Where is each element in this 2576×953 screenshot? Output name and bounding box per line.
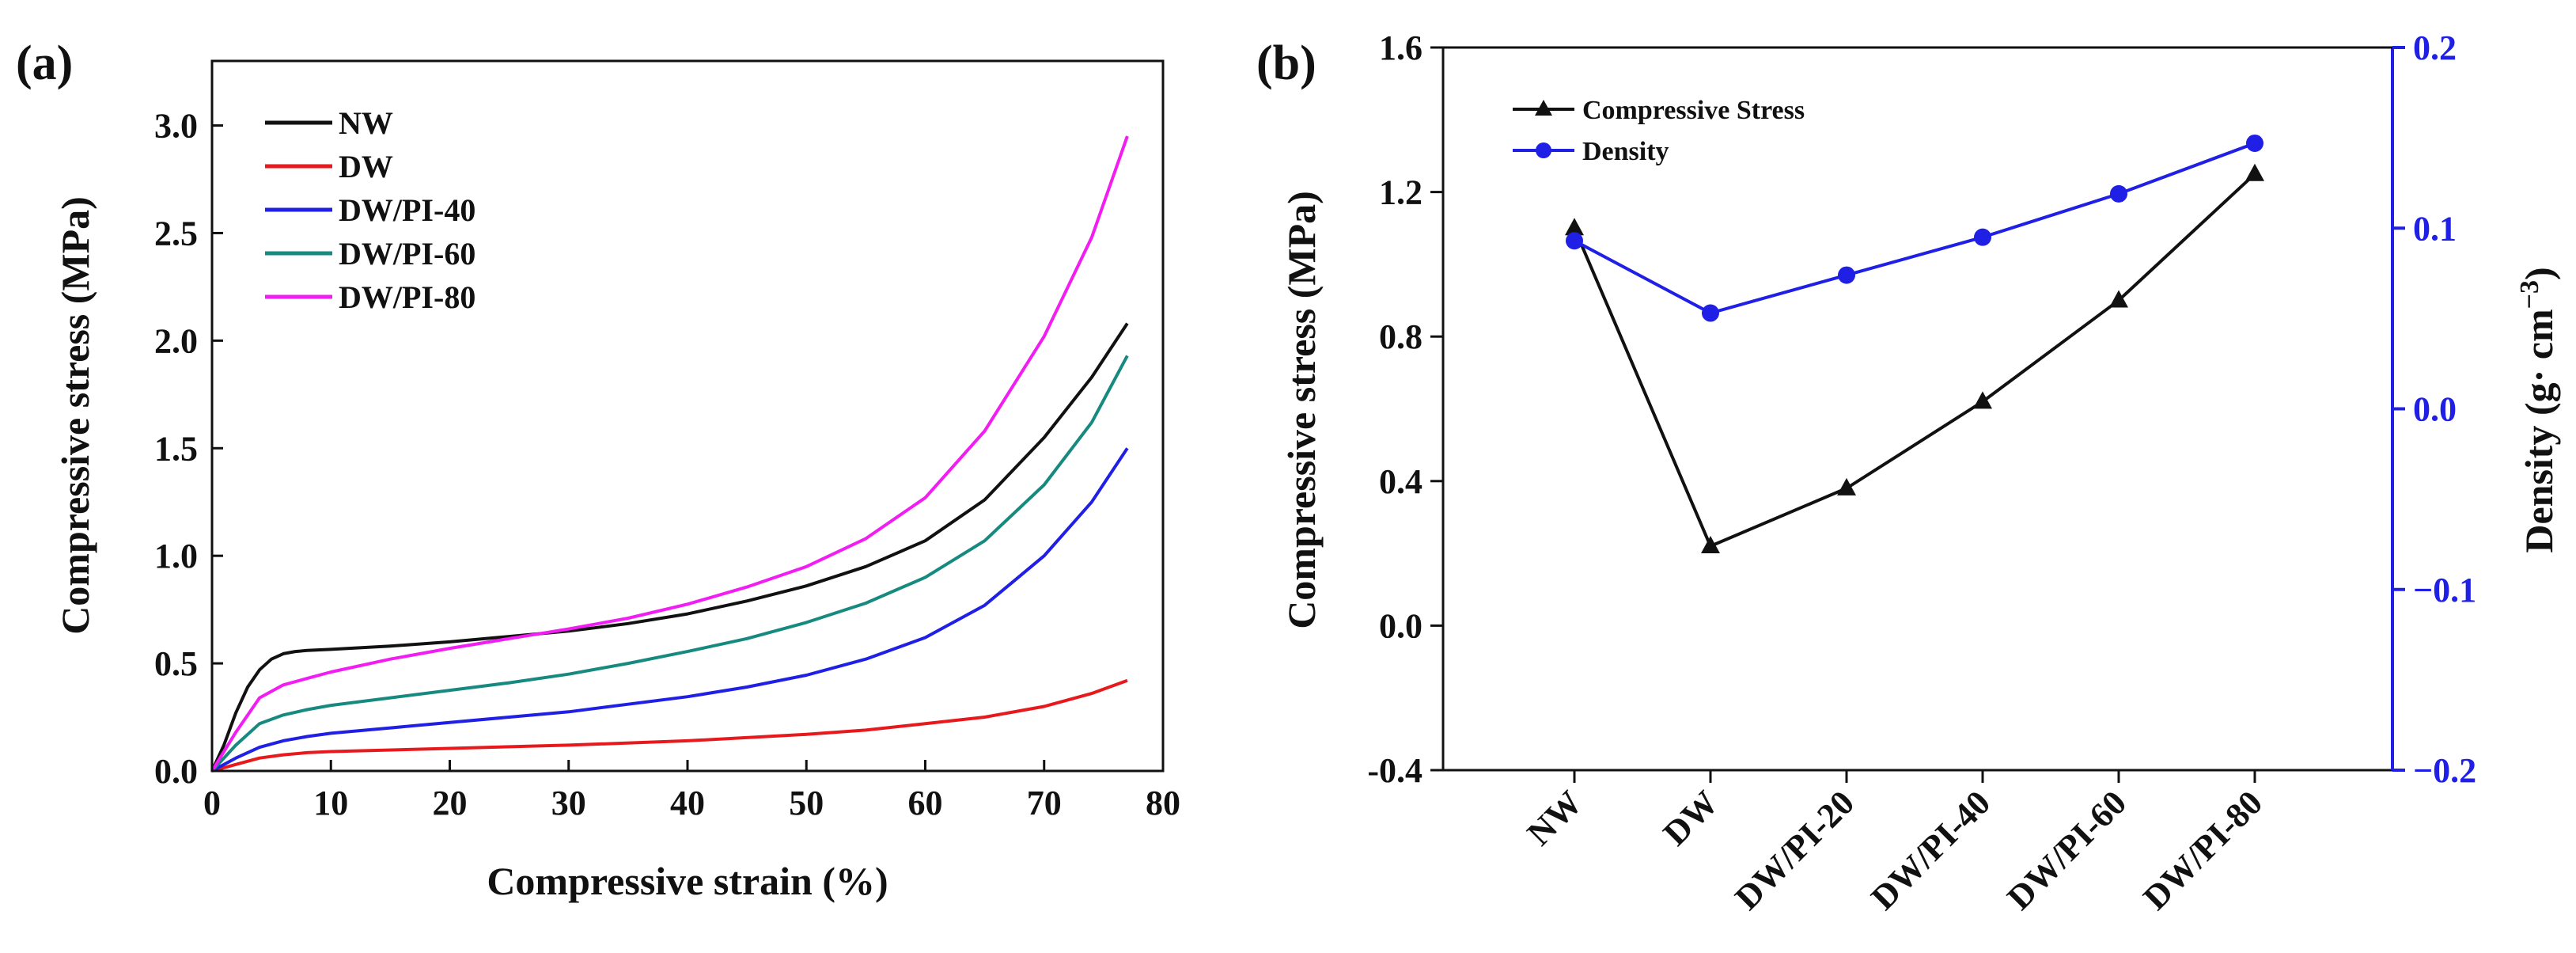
data-point-density xyxy=(2110,184,2127,203)
data-point-density xyxy=(2246,134,2263,152)
panel-b-y-tick-label: 0.4 xyxy=(1379,462,1422,501)
panel-a-ticks: 0 10 20 30 40 50 60 70 80 0.0 0.5 1.0 1.5 2.0 2.5 3.0 xyxy=(154,107,1180,822)
panel-b-x-tick-label: DW xyxy=(1656,783,1726,852)
panel-b-y2-tick-label: 0.0 xyxy=(2413,390,2457,429)
panel-a-y-tick-label: 3.0 xyxy=(154,107,198,146)
data-point-compressive-stress xyxy=(2109,290,2128,308)
legend-marker-density xyxy=(1536,142,1551,158)
panel-b-y2-axis-title-base: Density (g· cm xyxy=(2517,309,2561,552)
panel-b-x-tick-label: DW/PI-80 xyxy=(2136,783,2270,917)
legend-label-nw: NW xyxy=(339,105,393,141)
legend-label-dw-pi-40: DW/PI-40 xyxy=(339,192,475,228)
series-line-dw-pi-40 xyxy=(211,447,1129,773)
data-point-compressive-stress xyxy=(1565,218,1584,236)
panel-b-y-tick-label: 0.8 xyxy=(1379,317,1422,356)
panel-a-x-tick-label: 70 xyxy=(1027,784,1062,822)
panel-b-y2-axis-title-sup: −3 xyxy=(2515,280,2544,309)
panel-b-legend: Compressive Stress Density xyxy=(1513,96,1805,166)
panel-a-x-tick-label: 30 xyxy=(551,784,586,822)
panel-b-y-tick-label: 1.2 xyxy=(1379,173,1422,212)
panel-a-x-axis-title: Compressive strain (%) xyxy=(487,859,888,903)
panel-b-y2-tick-label: 0.2 xyxy=(2413,28,2457,67)
panel-a-x-tick-label: 0 xyxy=(203,784,221,822)
panel-a-legend: NW DW DW/PI-40 DW/PI-60 DW/PI-80 xyxy=(265,105,475,315)
panel-b-stress-density-chart: (b) -0.4 0.0 0.4 0.8 1.2 1.6 −0.2 −0.1 0.0 0.1 0.2… xyxy=(1256,28,2561,917)
panel-b-y2-tick-label: 0.1 xyxy=(2413,209,2457,248)
panel-b-x-tick-label: NW xyxy=(1520,783,1589,852)
panel-a-y-tick-label: 0.0 xyxy=(154,752,198,791)
panel-a-plot-frame xyxy=(210,59,1165,773)
panel-a-y-tick-label: 0.5 xyxy=(154,644,198,683)
panel-a-strain-stress-chart: (a) 0 10 20 30 40 50 60 70 80 0.0 0.5 1.0 1.5 2.0 2.5 3… xyxy=(16,36,1180,903)
panel-b-y-axis-title: Compressive stress (MPa) xyxy=(1279,191,1324,629)
panel-a-series xyxy=(210,135,1129,773)
data-point-density xyxy=(1702,304,1719,322)
panel-b-ticks: -0.4 0.0 0.4 0.8 1.2 1.6 −0.2 −0.1 0.0 0.1 0.2 NW DW… xyxy=(1367,28,2476,917)
data-point-compressive-stress xyxy=(1701,535,1720,553)
panel-b-y2-axis-title: Density (g· cm−3) xyxy=(2515,267,2562,552)
data-point-compressive-stress xyxy=(2245,163,2264,181)
panel-a-label: (a) xyxy=(16,36,73,90)
panel-b-y2-tick-label: −0.2 xyxy=(2413,751,2476,790)
legend-label-dw-pi-60: DW/PI-60 xyxy=(339,236,475,271)
series-line-dw-pi-60 xyxy=(210,355,1129,773)
panel-a-y-tick-label: 1.0 xyxy=(154,537,198,575)
panel-b-y2-axis-title-close: ) xyxy=(2517,267,2561,280)
panel-a-x-tick-label: 20 xyxy=(433,784,468,822)
data-point-compressive-stress xyxy=(1837,477,1856,495)
data-point-density xyxy=(1566,232,1583,250)
panel-b-x-tick-label: DW/PI-60 xyxy=(2000,783,2134,917)
legend-label-dw: DW xyxy=(339,149,393,184)
panel-b-y-tick-label: 0.0 xyxy=(1379,606,1422,645)
panel-b-series xyxy=(1565,134,2264,553)
panel-b-y2-tick-label: −0.1 xyxy=(2413,571,2476,609)
panel-b-y-tick-label: 1.6 xyxy=(1379,28,1422,67)
series-line-density xyxy=(1574,142,2256,315)
data-point-density xyxy=(1838,266,1855,284)
data-point-density xyxy=(1974,228,1991,246)
panel-a-y-tick-label: 2.5 xyxy=(154,214,198,252)
panel-a-y-axis-title: Compressive stress (MPa) xyxy=(53,196,97,635)
panel-a-y-tick-label: 1.5 xyxy=(154,429,198,468)
panel-b-y-tick-label: -0.4 xyxy=(1367,751,1422,790)
panel-a-x-tick-label: 40 xyxy=(670,784,705,822)
series-line-nw xyxy=(210,322,1129,772)
legend-marker-compressive-stress xyxy=(1535,100,1552,116)
panel-b-label: (b) xyxy=(1256,36,1316,90)
legend-label-dw-pi-80: DW/PI-80 xyxy=(339,279,475,315)
series-line-dw-pi-80 xyxy=(210,135,1129,773)
panel-a-x-tick-label: 50 xyxy=(789,784,824,822)
panel-a-x-tick-label: 80 xyxy=(1146,784,1180,822)
panel-b-x-tick-label: DW/PI-40 xyxy=(1864,783,1998,917)
panel-b-x-tick-label: DW/PI-20 xyxy=(1728,783,1862,917)
panel-a-x-tick-label: 60 xyxy=(908,784,943,822)
panel-a-y-tick-label: 2.0 xyxy=(154,321,198,360)
legend-label-compressive-stress: Compressive Stress xyxy=(1582,96,1805,125)
legend-label-density: Density xyxy=(1582,137,1669,166)
panel-a-x-tick-label: 10 xyxy=(313,784,348,822)
series-line-compressive-stress xyxy=(1573,173,2256,549)
data-point-compressive-stress xyxy=(1973,391,1992,409)
series-line-dw xyxy=(211,678,1128,773)
